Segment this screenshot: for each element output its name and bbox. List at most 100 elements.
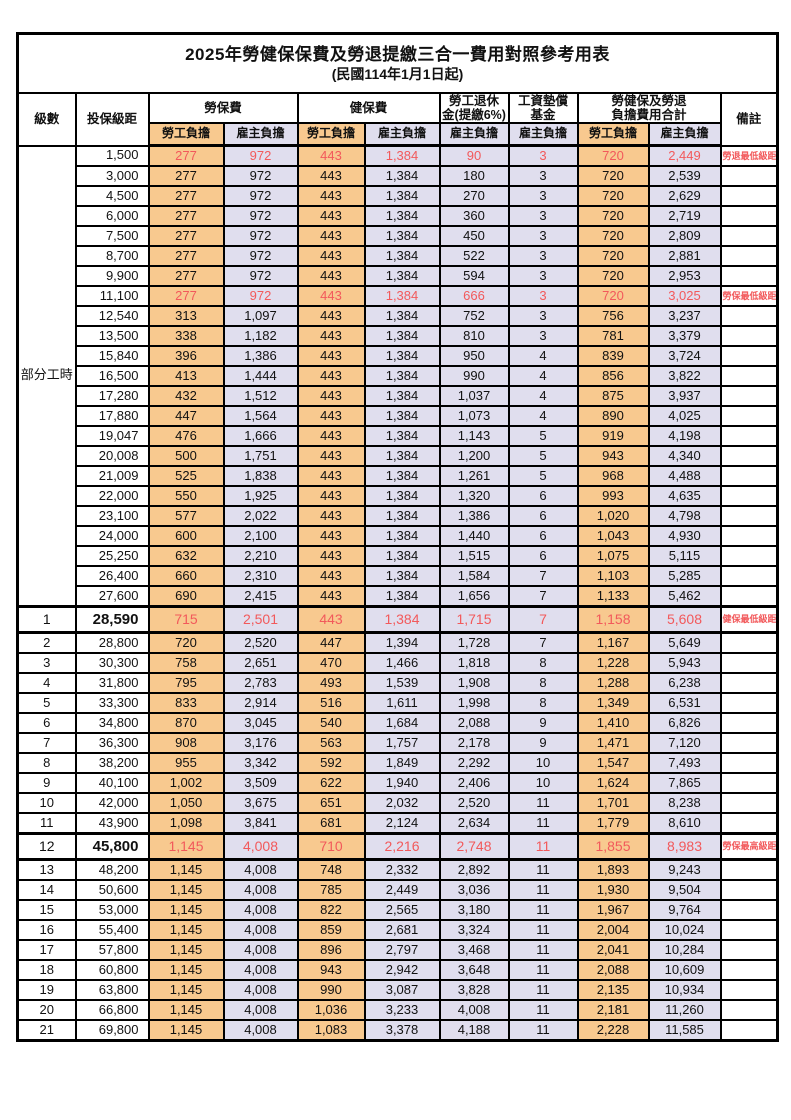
cell-total-employee: 781	[576, 325, 650, 347]
cell-bracket: 25,250	[74, 545, 150, 567]
cell-health-employee: 443	[296, 185, 366, 207]
cell-level: 1	[16, 605, 77, 634]
cell-labor-employer: 972	[222, 285, 299, 307]
table-row: 21,009 525 1,838 443 1,384 1,261 5 968 4,488	[18, 465, 779, 487]
cell-health-employee: 443	[296, 605, 366, 634]
cell-labor-employee: 277	[147, 285, 225, 307]
cell-health-employee: 443	[296, 545, 366, 567]
cell-total-employer: 4,488	[647, 465, 722, 487]
cell-health-employee: 443	[296, 385, 366, 407]
cell-remark	[719, 405, 779, 427]
cell-health-employer: 1,384	[363, 265, 441, 287]
cell-labor-employee: 1,145	[147, 979, 225, 1001]
cell-labor-employee: 277	[147, 205, 225, 227]
table-row: 22,000 550 1,925 443 1,384 1,320 6 993 4,635	[18, 485, 779, 507]
cell-bracket: 34,800	[74, 712, 150, 734]
cell-health-employer: 3,378	[363, 1019, 441, 1042]
cell-health-employee: 748	[296, 858, 366, 881]
cell-health-employer: 1,466	[363, 652, 441, 674]
cell-fund-employer: 4	[507, 345, 579, 367]
cell-fund-employer: 3	[507, 325, 579, 347]
cell-health-employer: 1,611	[363, 692, 441, 714]
cell-pension-employer: 2,748	[438, 832, 510, 861]
col-header-wage-fund-line2: 基金	[530, 108, 556, 122]
cell-fund-employer: 6	[507, 545, 579, 567]
cell-health-employee: 990	[296, 979, 366, 1001]
table-row: 23,100 577 2,022 443 1,384 1,386 6 1,020 4,798	[18, 505, 779, 527]
cell-health-employer: 1,384	[363, 425, 441, 447]
cell-total-employer: 5,462	[647, 585, 722, 608]
cell-fund-employer: 9	[507, 712, 579, 734]
cell-total-employee: 919	[576, 425, 650, 447]
cell-fund-employer: 11	[507, 832, 579, 861]
table-row: 21 69,800 1,145 4,008 1,083 3,378 4,188 11 2,228…	[16, 1019, 779, 1042]
cell-bracket: 31,800	[74, 672, 150, 694]
cell-total-employer: 10,284	[647, 939, 722, 961]
cell-bracket: 40,100	[74, 772, 150, 794]
cell-fund-employer: 5	[507, 425, 579, 447]
table-row: 3,000 277 972 443 1,384 180 3 720 2,539	[18, 165, 779, 187]
cell-health-employee: 443	[296, 245, 366, 267]
cell-labor-employer: 4,008	[222, 1019, 299, 1042]
cell-fund-employer: 8	[507, 692, 579, 714]
cell-total-employer: 4,340	[647, 445, 722, 467]
cell-bracket: 6,000	[74, 205, 150, 227]
cell-health-employee: 443	[296, 565, 366, 587]
cell-total-employee: 839	[576, 345, 650, 367]
cell-pension-employer: 810	[438, 325, 510, 347]
table-row: 20,008 500 1,751 443 1,384 1,200 5 943 4,340	[18, 445, 779, 467]
cell-labor-employer: 1,512	[222, 385, 299, 407]
cell-remark	[719, 385, 779, 407]
cell-total-employer: 4,025	[647, 405, 722, 427]
subcol-health-employer: 雇主負擔	[363, 122, 441, 147]
cell-pension-employer: 1,143	[438, 425, 510, 447]
cell-bracket: 22,000	[74, 485, 150, 507]
cell-pension-employer: 3,180	[438, 899, 510, 921]
cell-pension-employer: 3,036	[438, 879, 510, 901]
table-row: 6,000 277 972 443 1,384 360 3 720 2,719	[18, 205, 779, 227]
cell-bracket: 3,000	[74, 165, 150, 187]
table-body: 部分工時 1,500 277 972 443 1,384 90 3 720 2,449 勞退最低級距…	[16, 144, 779, 1042]
cell-total-employer: 2,809	[647, 225, 722, 247]
cell-health-employee: 443	[296, 225, 366, 247]
cell-pension-employer: 1,998	[438, 692, 510, 714]
cell-bracket: 69,800	[74, 1019, 150, 1042]
cell-bracket: 55,400	[74, 919, 150, 941]
cell-remark	[719, 225, 779, 247]
cell-labor-employee: 720	[147, 631, 225, 654]
cell-health-employee: 563	[296, 732, 366, 754]
cell-bracket: 33,300	[74, 692, 150, 714]
cell-bracket: 13,500	[74, 325, 150, 347]
cell-total-employer: 8,238	[647, 792, 722, 814]
cell-total-employer: 7,120	[647, 732, 722, 754]
cell-labor-employee: 525	[147, 465, 225, 487]
cell-health-employee: 443	[296, 305, 366, 327]
cell-health-employee: 443	[296, 325, 366, 347]
cell-health-employer: 1,384	[363, 585, 441, 608]
cell-fund-employer: 4	[507, 385, 579, 407]
cell-health-employer: 1,384	[363, 185, 441, 207]
cell-bracket: 48,200	[74, 858, 150, 881]
cell-total-employee: 943	[576, 445, 650, 467]
cell-labor-employer: 3,176	[222, 732, 299, 754]
cell-bracket: 53,000	[74, 899, 150, 921]
cell-total-employee: 720	[576, 285, 650, 307]
cell-bracket: 19,047	[74, 425, 150, 447]
cell-health-employer: 1,384	[363, 605, 441, 634]
cell-total-employer: 2,953	[647, 265, 722, 287]
cell-labor-employee: 1,050	[147, 792, 225, 814]
cell-total-employer: 3,937	[647, 385, 722, 407]
cell-pension-employer: 360	[438, 205, 510, 227]
table-row: 17 57,800 1,145 4,008 896 2,797 3,468 11 2,041 10…	[16, 939, 779, 961]
cell-labor-employee: 313	[147, 305, 225, 327]
col-header-remark: 備註	[719, 92, 779, 147]
cell-labor-employee: 908	[147, 732, 225, 754]
cell-bracket: 8,700	[74, 245, 150, 267]
cell-health-employer: 1,384	[363, 144, 441, 167]
cell-bracket: 7,500	[74, 225, 150, 247]
cell-level: 16	[16, 919, 77, 941]
cell-pension-employer: 522	[438, 245, 510, 267]
cell-labor-employer: 1,666	[222, 425, 299, 447]
col-header-level: 級數	[16, 92, 77, 147]
cell-health-employer: 3,087	[363, 979, 441, 1001]
